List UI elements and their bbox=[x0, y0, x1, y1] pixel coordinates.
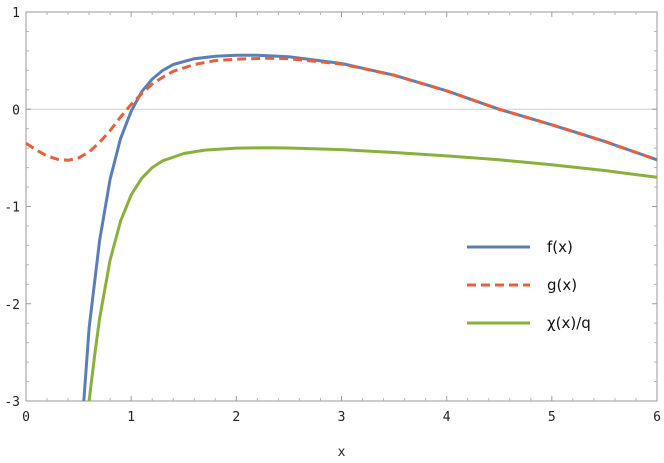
y-tick-label: -1 bbox=[4, 201, 20, 216]
legend-label: χ(x)/q bbox=[547, 314, 591, 332]
x-axis-ticks: 0 1 2 3 4 5 6 bbox=[22, 12, 661, 425]
series-line-1 bbox=[82, 53, 658, 402]
x-tick-label: 4 bbox=[443, 410, 451, 425]
y-tick-label: -3 bbox=[4, 395, 20, 410]
legend-label: g(x) bbox=[547, 276, 577, 294]
y-tick-label: 0 bbox=[12, 103, 20, 118]
plot-frame bbox=[25, 11, 658, 402]
x-tick-label: 3 bbox=[338, 410, 346, 425]
y-tick-label: 1 bbox=[12, 6, 20, 21]
x-tick-label: 5 bbox=[548, 410, 556, 425]
x-tick-label: 6 bbox=[653, 410, 661, 425]
x-tick-label: 1 bbox=[127, 410, 135, 425]
series-line-3 bbox=[87, 146, 658, 402]
plot-border bbox=[25, 11, 658, 402]
y-tick-label: -2 bbox=[4, 298, 20, 313]
series-line-2 bbox=[25, 56, 658, 162]
x-tick-label: 0 bbox=[22, 410, 30, 425]
legend: f(x) g(x) χ(x)/q bbox=[467, 238, 591, 332]
x-axis-label: x bbox=[338, 445, 346, 460]
x-tick-label: 2 bbox=[232, 410, 240, 425]
y-axis-ticks: 1 0 -1 -2 -3 bbox=[4, 6, 657, 410]
legend-label: f(x) bbox=[547, 238, 573, 256]
series-layer bbox=[25, 53, 658, 402]
